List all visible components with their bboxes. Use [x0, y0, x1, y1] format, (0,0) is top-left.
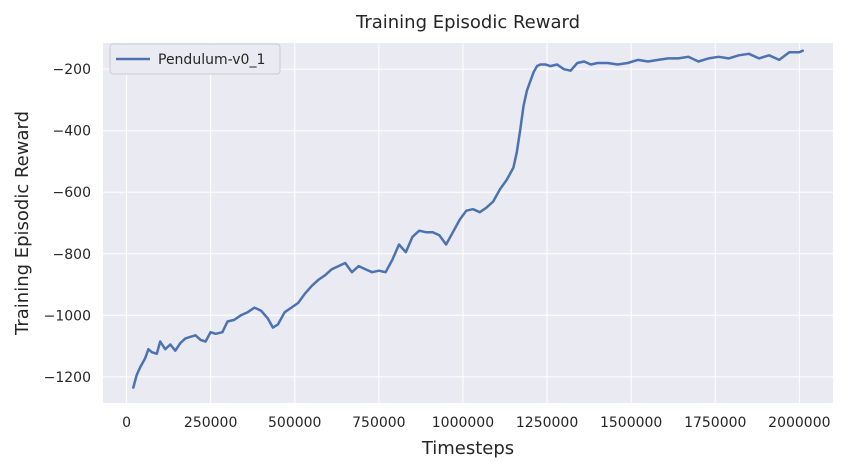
y-tick-label: −400 [53, 124, 91, 140]
plot-background [103, 43, 833, 403]
legend-box [109, 43, 281, 75]
x-tick-label: 2000000 [768, 415, 830, 431]
x-tick-labels: 0 250000 500000 750000 1000000 1250000 1500000… [122, 415, 830, 431]
y-tick-labels: −1200 −1000 −800 −600 −400 −200 [44, 62, 91, 386]
y-tick-label: −1000 [44, 308, 91, 324]
y-axis-label: Training Episodic Reward [12, 111, 33, 336]
grid-layer [103, 43, 833, 403]
series-line-0 [132, 49, 804, 389]
y-tick-label: −800 [53, 247, 91, 263]
series-layer [132, 49, 804, 389]
legend: Pendulum-v0_1 [109, 43, 281, 75]
x-tick-label: 500000 [268, 415, 321, 431]
x-tick-label: 0 [122, 415, 131, 431]
y-tick-label: −600 [53, 185, 91, 201]
y-tick-label: −200 [53, 62, 91, 78]
x-tick-label: 1000000 [432, 415, 494, 431]
chart-title: Training Episodic Reward [355, 12, 580, 33]
x-axis-label: Timesteps [421, 438, 514, 459]
x-tick-label: 1500000 [600, 415, 662, 431]
x-tick-label: 750000 [352, 415, 405, 431]
legend-entry-label: Pendulum-v0_1 [158, 52, 265, 68]
x-tick-label: 1250000 [516, 415, 578, 431]
y-tick-label: −1200 [44, 370, 91, 386]
x-tick-label: 1750000 [684, 415, 746, 431]
x-tick-label: 250000 [184, 415, 237, 431]
